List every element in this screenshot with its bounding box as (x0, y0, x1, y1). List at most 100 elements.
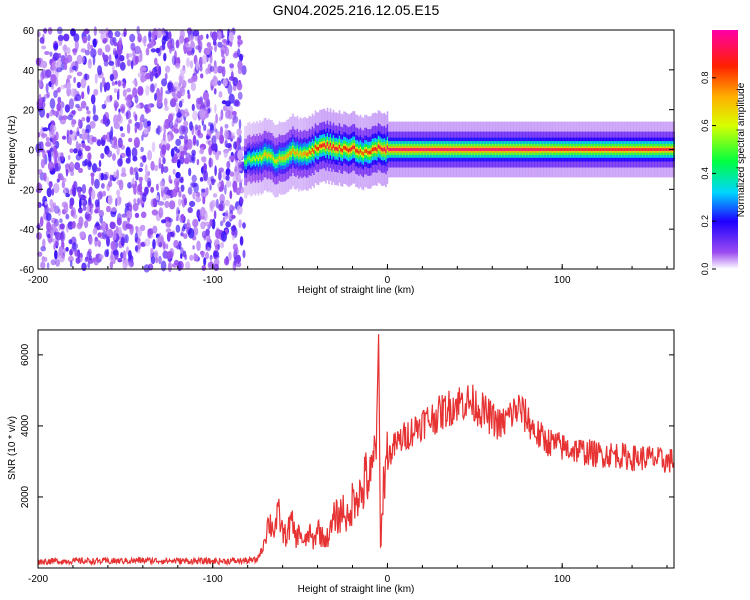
signal-trace-cell (374, 147, 377, 151)
noise-speckle (99, 254, 104, 260)
noise-speckle (224, 139, 228, 148)
noise-speckle (229, 135, 236, 140)
noise-speckle (99, 81, 103, 93)
noise-speckle (68, 161, 75, 173)
noise-speckle (176, 206, 180, 218)
signal-trace-cell (649, 148, 651, 151)
signal-trace-cell (449, 148, 452, 151)
noise-speckle (214, 165, 217, 177)
signal-trace-cell (448, 148, 450, 151)
noise-speckle (229, 155, 236, 160)
noise-speckle (205, 242, 208, 250)
noise-speckle (77, 187, 81, 198)
noise-speckle (239, 53, 243, 62)
noise-speckle (81, 117, 86, 122)
noise-speckle (221, 58, 225, 64)
noise-speckle (164, 200, 170, 209)
signal-trace-cell (589, 148, 591, 151)
noise-speckle (102, 52, 105, 59)
noise-speckle (180, 68, 186, 75)
noise-speckle (201, 54, 208, 65)
colorbar: 0.0 0.2 0.4 0.6 0.8 Normalized spectral ampl… (700, 30, 747, 275)
noise-speckle (75, 103, 80, 109)
noise-speckle (176, 112, 183, 118)
signal-trace-cell (433, 148, 435, 151)
noise-speckle (79, 198, 82, 210)
noise-speckle (81, 143, 86, 149)
signal-trace-cell (572, 148, 575, 151)
noise-speckle (50, 259, 57, 266)
signal-trace-cell (574, 148, 576, 151)
noise-speckle (128, 261, 134, 268)
noise-speckle (225, 180, 232, 188)
snr-x-tick-label: -100 (203, 574, 223, 585)
noise-speckle (124, 234, 129, 244)
signal-trace-cell (514, 148, 516, 151)
signal-trace-cell (403, 148, 405, 151)
noise-speckle (102, 174, 108, 181)
spectrogram-y-tick-label: 20 (23, 106, 35, 117)
signal-trace-cell (655, 148, 657, 151)
signal-trace-cell (365, 149, 368, 153)
noise-speckle (210, 199, 217, 208)
noise-speckle (112, 64, 115, 75)
signal-trace-cell (247, 157, 249, 161)
noise-speckle (69, 260, 73, 268)
noise-speckle (208, 157, 212, 169)
signal-trace-cell (272, 157, 275, 161)
noise-speckle (113, 88, 118, 94)
noise-speckle (232, 115, 239, 124)
noise-speckle (196, 158, 200, 166)
colorbar-tick-label: 0.4 (700, 167, 710, 180)
noise-speckle (192, 218, 199, 228)
signal-trace-cell (523, 148, 525, 151)
noise-speckle (87, 41, 91, 51)
noise-speckle (137, 33, 142, 43)
noise-speckle (57, 96, 62, 104)
spectrogram-heatmap (35, 25, 675, 273)
noise-speckle (163, 52, 167, 62)
noise-speckle (47, 233, 51, 239)
noise-speckle (192, 29, 200, 37)
noise-speckle (193, 226, 199, 236)
noise-speckle (56, 102, 61, 112)
noise-speckle (113, 171, 117, 178)
noise-speckle (151, 209, 158, 216)
signal-trace-cell (283, 156, 285, 161)
noise-speckle (94, 199, 99, 208)
signal-trace-cell (560, 148, 563, 151)
noise-speckle (165, 166, 169, 172)
noise-speckle (78, 207, 83, 214)
noise-speckle (199, 177, 204, 182)
signal-trace-cell (392, 148, 395, 151)
noise-speckle (43, 256, 48, 263)
noise-speckle (77, 249, 81, 259)
signal-trace-cell (505, 148, 507, 151)
noise-speckle (219, 134, 225, 145)
noise-speckle (51, 83, 55, 90)
noise-speckle (103, 59, 109, 67)
noise-speckle (62, 57, 69, 65)
noise-speckle (144, 186, 149, 195)
noise-speckle (190, 49, 195, 56)
noise-speckle (175, 148, 180, 153)
noise-speckle (137, 197, 141, 206)
signal-trace-cell (245, 160, 248, 164)
noise-speckle (205, 187, 209, 196)
signal-trace-cell (625, 148, 627, 151)
signal-trace-cell (596, 148, 599, 151)
signal-trace-cell (524, 148, 527, 151)
noise-speckle (237, 149, 244, 161)
signal-trace-cell (629, 148, 632, 151)
noise-speckle (134, 45, 141, 55)
noise-speckle (141, 134, 144, 141)
snr-y-tick-label: 4000 (20, 414, 31, 437)
snr-series-line (37, 334, 675, 567)
noise-speckle (147, 228, 154, 235)
signal-trace-cell (424, 148, 426, 151)
noise-speckle (111, 81, 116, 86)
noise-speckle (238, 219, 242, 229)
signal-trace-cell (590, 148, 593, 151)
noise-speckle (46, 91, 50, 98)
signal-trace-cell (317, 146, 320, 151)
